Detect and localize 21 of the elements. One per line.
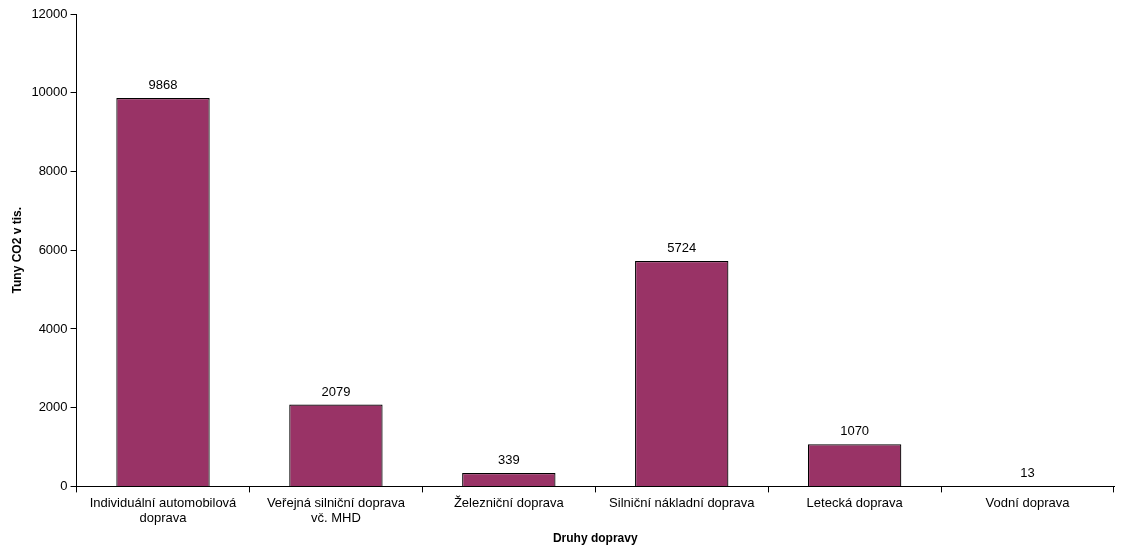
y-tick-label: 0	[60, 477, 68, 493]
y-tick-label: 8000	[38, 163, 68, 179]
x-tick-label: Individuální automobilová doprava	[89, 494, 238, 526]
x-tick-label: Veřejná silniční doprava vč. MHD	[266, 494, 406, 526]
y-tick-label: 6000	[38, 241, 68, 257]
y-axis-title: Tuny CO2 v tis.	[9, 206, 24, 294]
y-tick-label: 10000	[31, 84, 68, 100]
x-tick-label: Železniční doprava	[453, 494, 565, 510]
data-label: 5724	[667, 240, 697, 256]
data-label: 1070	[840, 423, 870, 439]
y-tick-label: 2000	[38, 399, 68, 415]
x-tick-label: Letecká doprava	[806, 494, 904, 510]
data-label: 9868	[148, 77, 178, 93]
y-tick-label: 4000	[38, 320, 68, 336]
data-label: 339	[497, 452, 520, 468]
y-tick-label: 12000	[31, 5, 68, 21]
data-label: 13	[1020, 464, 1035, 480]
data-label: 2079	[321, 383, 351, 399]
x-tick-label: Silniční nákladní doprava	[609, 494, 756, 510]
x-axis-title: Druhy dopravy	[552, 531, 638, 546]
x-tick-label: Vodní doprava	[985, 494, 1071, 510]
